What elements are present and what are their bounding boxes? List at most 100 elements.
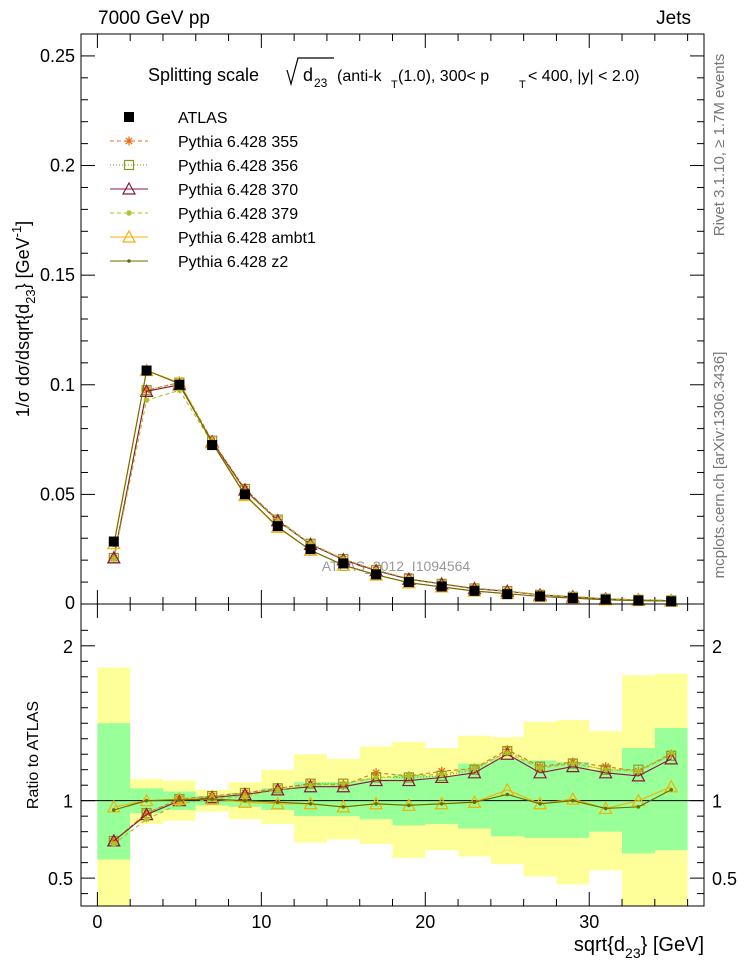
ylabel-pre: 1/σ dσ/dsqrt{d	[13, 304, 33, 417]
y-tick-label: 0.1	[50, 375, 75, 395]
ratio-point	[369, 773, 384, 787]
ratio-point	[537, 765, 544, 772]
ratio-bands	[81, 667, 704, 906]
legend-marker	[124, 112, 134, 122]
ratio-point	[275, 800, 280, 805]
mcplots-note: mcplots.cern.ch [arXiv:1306.3436]	[711, 352, 728, 579]
ratio-y-tick-label-right: 0.5	[712, 869, 737, 889]
ratio-point	[177, 798, 182, 802]
title-var-sub: 23	[314, 76, 328, 90]
ratio-xlabel: sqrt{d23} [GeV]	[574, 934, 704, 961]
ratio-point	[144, 798, 149, 803]
title-p-sub: T	[519, 79, 526, 91]
ratio-y-tick-label-right: 1	[712, 792, 722, 812]
y-tick-label: 0.2	[50, 156, 75, 176]
legend: ATLAS Pythia 6.428 355 Pythia 6.428 356 Pyt…	[110, 110, 316, 271]
ratio-point	[172, 791, 187, 805]
title-paren-open: (anti-k	[337, 68, 382, 85]
xlabel-pre: sqrt{d	[574, 934, 625, 956]
data-point	[207, 440, 218, 451]
ylabel-mid: } [GeV	[13, 237, 33, 289]
ratio-point	[565, 759, 580, 773]
title-mid: (1.0), 300< p	[398, 68, 489, 85]
y-tick-label: 0.15	[40, 265, 75, 285]
ratio-point	[635, 768, 642, 775]
ratio-point	[237, 794, 252, 808]
ratio-point	[565, 791, 580, 805]
ratio-point	[472, 800, 477, 805]
xlabel-post: } [GeV]	[641, 934, 704, 956]
ratio-point	[373, 774, 380, 781]
ratio-point	[340, 780, 347, 787]
header-right: Jets	[656, 8, 691, 29]
data-point	[305, 544, 316, 555]
data-point	[436, 581, 447, 592]
ratio-point	[110, 841, 117, 848]
ratio-point	[504, 749, 511, 756]
title-prefix: Splitting scale	[148, 65, 259, 85]
ratio-point	[303, 779, 318, 793]
data-point	[403, 577, 414, 588]
ratio-point	[210, 797, 214, 801]
ratio-point	[664, 751, 679, 765]
ratio-point	[602, 766, 609, 773]
ratio-point	[401, 773, 416, 787]
legend-marker	[121, 229, 137, 243]
ratio-point	[407, 803, 411, 808]
ratio-point	[274, 786, 281, 793]
ratio-point	[439, 801, 444, 806]
legend-marker	[124, 136, 134, 146]
legend-label: Pythia 6.428 370	[178, 182, 298, 199]
title-tail: < 400, |y| < 2.0)	[528, 68, 640, 85]
ratio-series	[106, 745, 679, 848]
legend-label: Pythia 6.428 ambt1	[178, 230, 316, 247]
ratio-point	[270, 796, 285, 810]
ratio-point	[341, 805, 346, 809]
plot-title: Splitting scale d 23 (anti-k T (1.0), 30…	[148, 57, 640, 91]
ratio-panel: 0.5 0.51 12 20 10 20 30 Ratio to ATLAS sqrt{d2…	[25, 603, 737, 961]
data-point	[633, 595, 644, 606]
series-point	[106, 550, 121, 564]
ratio-point	[106, 799, 121, 813]
data-point	[108, 536, 119, 547]
y-tick-label: 0.05	[40, 484, 75, 504]
legend-label: Pythia 6.428 379	[178, 206, 298, 223]
ratio-point	[669, 788, 674, 792]
legend-marker	[123, 159, 135, 171]
ratio-x-tick-label: 20	[415, 912, 435, 932]
title-var: d	[303, 65, 313, 85]
main-ticks: 0.05 0.1 0.15 0.2 0.25 0	[40, 34, 704, 613]
data-point	[666, 596, 677, 607]
ratio-point	[111, 808, 116, 812]
ratio-x-tick-label: 30	[579, 912, 599, 932]
ratio-ylabel: Ratio to ATLAS	[25, 701, 42, 809]
ratio-point	[467, 765, 482, 779]
title-k-sub: T	[391, 79, 398, 91]
ratio-point	[533, 765, 548, 779]
ratio-line	[113, 789, 672, 811]
ratio-point	[668, 749, 675, 756]
y-tick-label: 0.25	[40, 46, 75, 66]
ratio-point	[603, 806, 608, 811]
data-point	[535, 591, 546, 602]
ylabel-post: ]	[13, 221, 33, 226]
ratio-point	[243, 798, 247, 803]
main-series	[106, 363, 679, 607]
ratio-line	[113, 752, 672, 845]
ratio-point	[502, 745, 512, 755]
data-point	[272, 521, 283, 532]
ratio-point	[631, 768, 646, 782]
ratio-line	[113, 753, 672, 842]
ratio-point	[405, 772, 412, 779]
ratio-point	[664, 779, 679, 793]
ratio-point	[569, 760, 576, 767]
ratio-point	[636, 805, 641, 809]
ratio-point	[567, 758, 578, 769]
data-point	[338, 558, 349, 569]
legend-label: Pythia 6.428 z2	[178, 254, 288, 271]
data-point	[174, 379, 185, 390]
ratio-point	[538, 801, 542, 806]
stat-uncertainty-band	[425, 775, 459, 824]
ratio-point	[471, 765, 478, 772]
